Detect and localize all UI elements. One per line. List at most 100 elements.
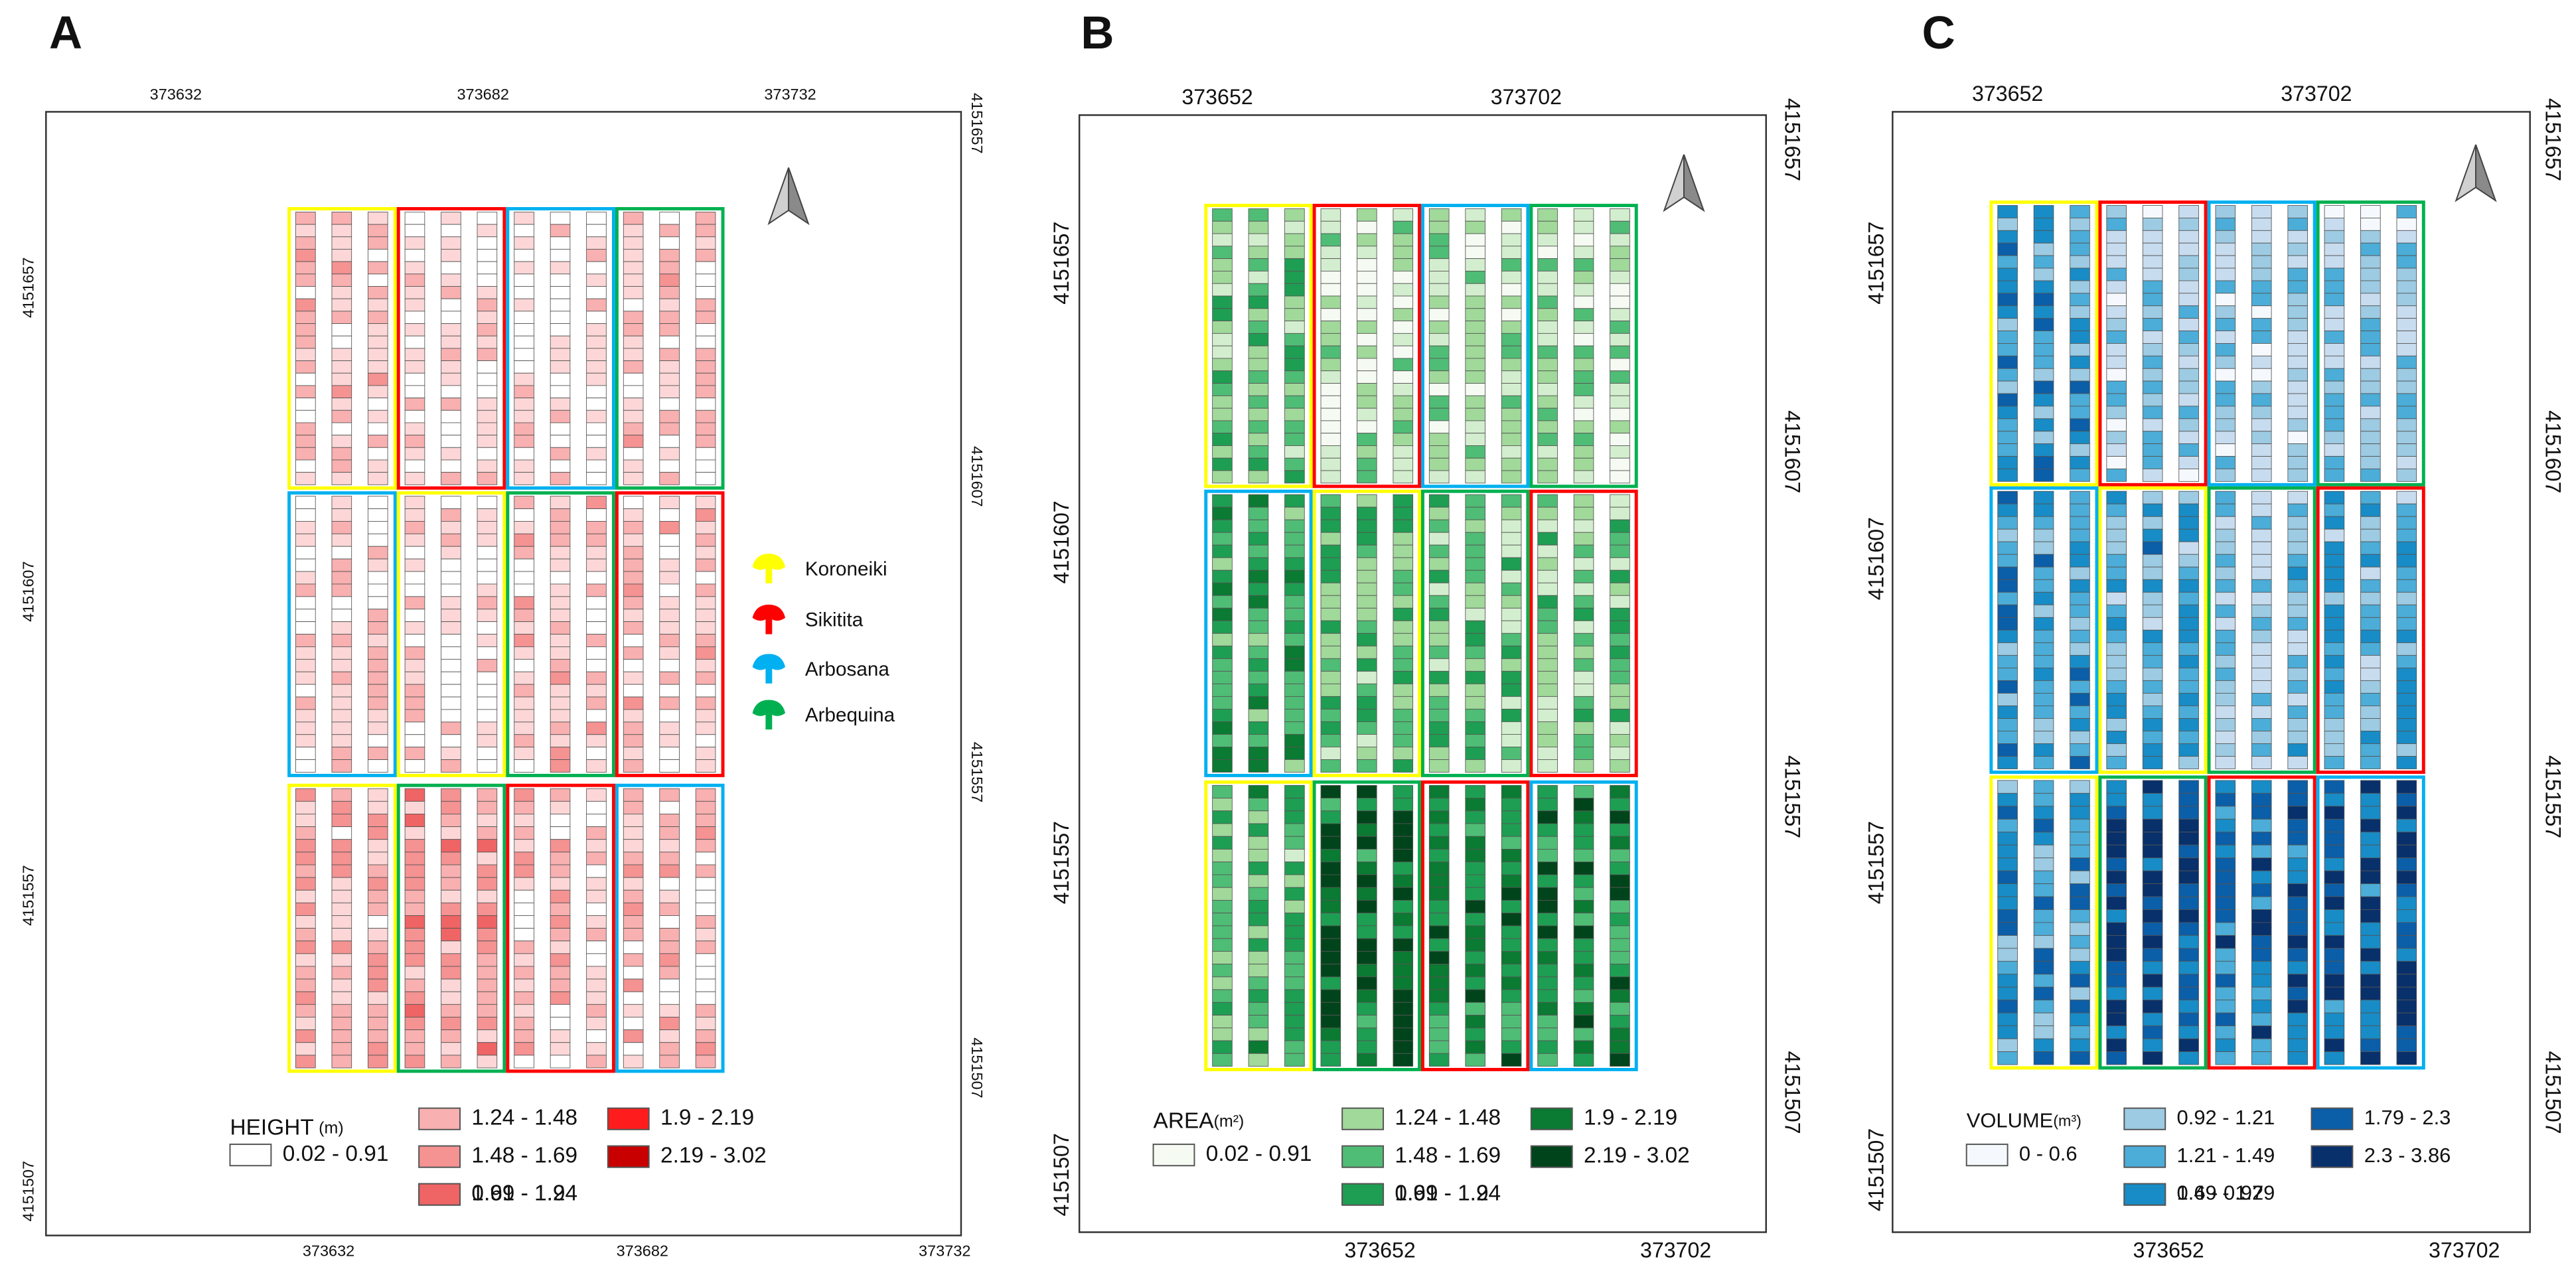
tree-cell [2287,692,2308,706]
tree-cell [1465,976,1485,990]
tree-cell [477,521,498,534]
tree-cell [1573,607,1594,621]
tree-cell [623,928,644,942]
tree-cell [1320,445,1341,459]
tree-cell [1284,976,1305,990]
tree-cell [2142,792,2163,807]
tree-cell [1357,645,1377,659]
tree-cell [2070,242,2090,256]
tree-cell [2215,680,2236,694]
tree-cell [1428,457,1450,471]
tree-cell [2106,205,2127,218]
tree-cell [659,472,680,485]
tree-cell [1501,887,1522,901]
tree-cell [295,1004,316,1017]
tree-cell [2360,604,2381,618]
tree-cell [1320,557,1341,571]
tree-cell [1465,557,1485,571]
tree-cell [477,224,498,238]
tree-cell [331,877,352,891]
tree-cell [2178,680,2199,694]
tree-cell [1501,1040,1522,1054]
tree-cell [1357,519,1377,533]
tree-cell [1573,836,1594,850]
tree-cell [1465,989,1485,1003]
tree-cell [1428,582,1450,596]
tree-cell [2178,806,2199,820]
tree-cell [586,521,607,534]
tree-cell [2178,731,2199,744]
tree-cell [2142,490,2163,504]
tree-cell [1610,258,1630,271]
tree-cell [1393,519,1414,533]
tree-cell [623,839,644,853]
tree-cell [2033,528,2054,542]
panel-frame [1892,111,2531,1233]
tree-cell [2251,818,2272,833]
tree-cell [1357,683,1377,697]
tree-cell [1501,470,1522,484]
tree-icon [752,700,786,730]
tree-cell [550,953,571,967]
tree-cell [2324,554,2345,567]
tree-cell [1537,976,1558,990]
tree-cell [2070,935,2090,949]
tree-cell [441,915,461,929]
tree-cell [1501,607,1522,621]
tree-cell [2106,1051,2127,1065]
tree-cell [2033,617,2054,631]
tree-cell [331,902,352,916]
tree-cell [477,533,498,547]
tree-cell [550,372,571,386]
tree-cell [295,658,316,672]
tree-cell [2142,743,2163,757]
tree-cell [1248,220,1269,234]
legend-swatch [1530,1107,1573,1130]
tree-cell [2215,305,2236,319]
tree-cell [441,788,461,802]
tree-cell [623,940,644,954]
tree-cell [441,422,461,436]
tree-cell [2215,554,2236,567]
tree-cell [2324,948,2345,962]
tree-cell [514,684,534,698]
tree-cells [1212,208,1630,1067]
tree-cell [1573,1002,1594,1015]
tree-cell [2396,456,2417,469]
tree-cell [441,852,461,865]
tree-cell [2324,922,2345,936]
tree-cell [2396,443,2417,457]
tree-cell [331,224,352,238]
tree-cell [1284,333,1305,346]
tree-cell [2215,818,2236,833]
tree-cell [550,521,571,534]
tree-cell [2178,986,2199,1001]
tree-cell [2142,806,2163,820]
tree-cell [550,1055,571,1069]
tree-cell [2178,579,2199,593]
tree-cell [586,621,607,635]
tree-cell [331,915,352,929]
tree-cell [1212,899,1233,914]
tree-cell [1610,457,1630,471]
tree-cell [2070,692,2090,706]
tree-cell [623,788,644,802]
tree-cell [623,286,644,299]
tree-cell [2396,528,2417,542]
tree-cell [2287,566,2308,580]
tree-cell [1212,1053,1233,1067]
tree-cell [1501,395,1522,409]
tree-cell [477,546,498,560]
tree-cell [659,864,680,878]
tree-cell [1248,925,1269,939]
tree-cell [1357,950,1377,965]
tree-cell [695,684,716,698]
tree-cell [1393,925,1414,939]
tree-cell [1320,470,1341,484]
tree-cell [695,435,716,448]
tree-cell [1537,544,1558,558]
tree-cell [2106,604,2127,618]
tree-cell [367,634,388,647]
tree-cell [1610,569,1630,583]
coord-label-top: 373702 [2281,82,2352,106]
